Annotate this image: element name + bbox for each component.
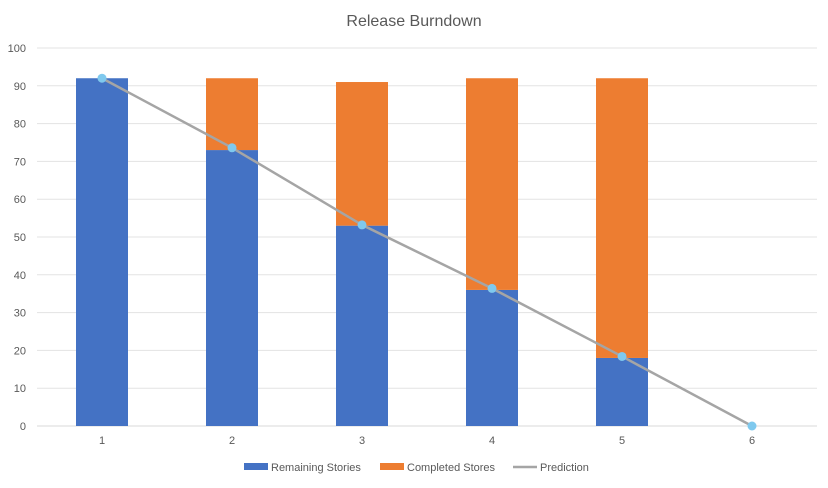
legend-label: Completed Stores bbox=[407, 462, 496, 474]
prediction-line bbox=[101, 77, 753, 428]
y-tick-label: 90 bbox=[14, 81, 26, 93]
prediction-point bbox=[227, 143, 237, 153]
prediction-point bbox=[97, 73, 107, 83]
legend-label: Remaining Stories bbox=[271, 462, 361, 474]
bar bbox=[466, 78, 518, 290]
x-tick-label: 4 bbox=[489, 435, 495, 447]
bar bbox=[466, 289, 518, 426]
bar bbox=[76, 78, 128, 427]
legend: Remaining Stories Completed Stores Predict… bbox=[244, 462, 589, 474]
chart-title: Release Burndown bbox=[346, 13, 481, 30]
bar bbox=[206, 150, 258, 426]
legend-swatch bbox=[244, 463, 268, 470]
bars bbox=[76, 78, 648, 427]
y-tick-label: 0 bbox=[20, 421, 26, 433]
y-tick-label: 30 bbox=[14, 308, 26, 320]
x-tick-label: 6 bbox=[749, 435, 755, 447]
y-tick-label: 70 bbox=[14, 156, 26, 168]
prediction-point bbox=[617, 351, 627, 361]
x-tick-label: 1 bbox=[99, 435, 105, 447]
prediction-line-group bbox=[97, 73, 757, 431]
prediction-point bbox=[357, 220, 367, 230]
y-tick-label: 50 bbox=[14, 232, 26, 244]
prediction-point bbox=[487, 283, 497, 293]
bar bbox=[596, 78, 648, 358]
y-tick-label: 60 bbox=[14, 194, 26, 206]
legend-label: Prediction bbox=[540, 462, 589, 474]
bar bbox=[336, 82, 388, 226]
y-tick-label: 40 bbox=[14, 270, 26, 282]
y-tick-label: 20 bbox=[14, 345, 26, 357]
y-axis-ticks: 0 10 20 30 40 50 60 70 80 90 100 bbox=[8, 43, 26, 433]
y-tick-label: 10 bbox=[14, 383, 26, 395]
gridlines bbox=[37, 47, 817, 427]
y-tick-label: 80 bbox=[14, 119, 26, 131]
x-tick-label: 3 bbox=[359, 435, 365, 447]
x-tick-label: 5 bbox=[619, 435, 625, 447]
x-tick-label: 2 bbox=[229, 435, 235, 447]
bar bbox=[596, 357, 648, 426]
legend-swatch bbox=[380, 463, 404, 470]
bar bbox=[336, 225, 388, 426]
x-axis-ticks: 1 2 3 4 5 6 bbox=[99, 435, 755, 447]
prediction-point bbox=[747, 421, 757, 431]
y-tick-label: 100 bbox=[8, 43, 26, 55]
